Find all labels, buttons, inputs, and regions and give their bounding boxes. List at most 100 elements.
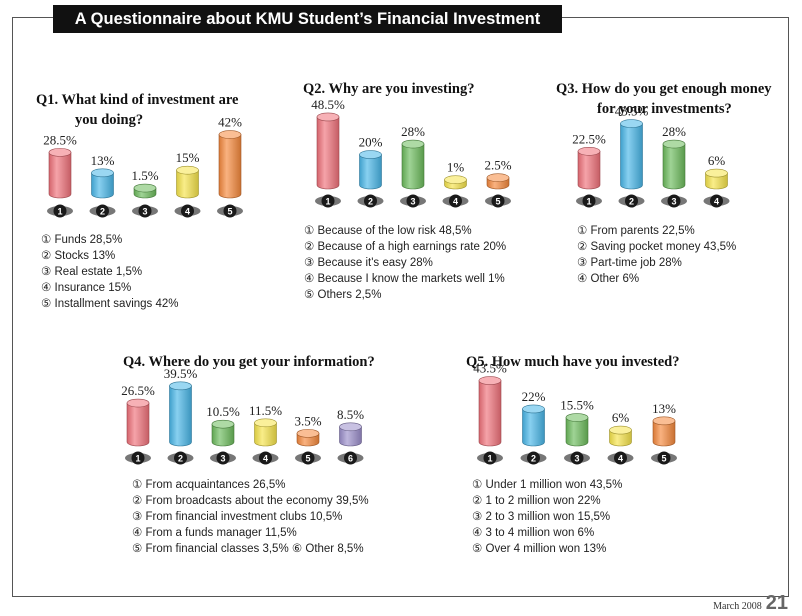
legend-item: ② Saving pocket money 43,5%	[577, 241, 737, 253]
q1-legend: ① Funds 28,5% ② Stocks 13% ③ Real estate…	[41, 232, 179, 312]
category-marker	[406, 194, 420, 208]
category-label: 3	[142, 207, 147, 217]
bar	[444, 175, 467, 190]
category-label: 4	[453, 197, 458, 207]
category-marker	[259, 451, 272, 465]
category-label: 1	[57, 207, 62, 217]
data-label: 2.5%	[484, 158, 511, 173]
bar	[133, 183, 157, 199]
bar	[176, 165, 199, 199]
category-marker	[53, 204, 67, 218]
legend-item: ③ 2 to 3 million won 15,5%	[472, 511, 611, 523]
category-marker	[667, 194, 681, 208]
data-label: 6%	[612, 410, 630, 425]
chart-q2: 48.5% 1 20% 2 28% 3 1% 4 2.5% 5	[311, 97, 512, 208]
legend-item: ④ 3 to 4 million won 6%	[472, 527, 595, 539]
category-label: 4	[618, 454, 623, 464]
q1-title: Q1. What kind of investment are you doin…	[36, 92, 239, 128]
bar	[48, 148, 72, 199]
category-label: 2	[178, 454, 183, 464]
chart-q4: 26.5% 1 39.5% 2 10.5% 3 11.5% 4 3.5% 5 8.5% 6	[121, 366, 364, 465]
bar	[652, 416, 676, 447]
q5-legend: ① Under 1 million won 43,5% ② 1 to 2 mil…	[472, 477, 622, 557]
category-marker	[483, 451, 497, 465]
category-label: 1	[586, 197, 591, 207]
bar	[296, 429, 320, 447]
legend-item: ② 1 to 2 million won 22%	[472, 495, 601, 507]
category-label: 3	[220, 454, 225, 464]
data-label: 28%	[662, 124, 686, 139]
q4-title: Q4. Where do you get your information?	[123, 354, 375, 370]
data-label: 1.5%	[131, 168, 158, 183]
q3-legend: ① From parents 22,5% ② Saving pocket mon…	[577, 223, 736, 287]
bar	[565, 413, 589, 447]
data-label: 15%	[176, 150, 200, 165]
legend-item: ③ From financial investment clubs 10,5%	[132, 511, 343, 523]
bar	[486, 173, 510, 190]
bar	[609, 425, 632, 447]
legend-item: ③ Because it's easy 28%	[304, 257, 433, 269]
data-label: 1%	[447, 160, 465, 175]
bar	[91, 168, 114, 199]
q4-legend: ① From acquaintances 26,5% ② From broadc…	[132, 477, 369, 557]
bar	[126, 398, 150, 447]
data-label: 28.5%	[43, 132, 77, 147]
legend-item: ① From parents 22,5%	[577, 225, 695, 237]
legend-item: ① From acquaintances 26,5%	[132, 479, 286, 491]
data-label: 22%	[522, 389, 546, 404]
data-label: 8.5%	[337, 407, 364, 422]
category-marker	[364, 194, 377, 208]
category-label: 4	[185, 207, 190, 217]
bar	[620, 119, 643, 190]
category-marker	[344, 451, 357, 465]
bar	[662, 139, 686, 190]
data-label: 28%	[401, 124, 425, 139]
category-marker	[614, 451, 627, 465]
chart-q5: 43.5% 1 22% 2 15.5% 3 6% 4 13% 5	[473, 361, 677, 465]
data-label: 39.5%	[164, 366, 198, 381]
legend-item: ④ Because I know the markets well 1%	[304, 273, 505, 285]
data-label: 10.5%	[206, 404, 240, 419]
category-label: 2	[100, 207, 105, 217]
data-label: 22.5%	[572, 131, 606, 146]
bar	[577, 147, 601, 190]
q2-title: Q2. Why are you investing?	[303, 81, 475, 97]
legend-item: ② Stocks 13%	[41, 250, 116, 262]
data-label: 20%	[359, 135, 383, 150]
q2-legend: ① Because of the low risk 48,5% ② Becaus…	[304, 223, 506, 303]
legend-item: ① Because of the low risk 48,5%	[304, 225, 472, 237]
bar	[254, 418, 277, 447]
bar	[211, 419, 235, 447]
data-label: 11.5%	[249, 403, 282, 418]
category-label: 5	[305, 454, 310, 464]
page-number: 21	[765, 592, 788, 614]
category-label: 5	[661, 454, 666, 464]
category-label: 2	[629, 197, 634, 207]
q5-title: Q5. How much have you invested?	[466, 354, 680, 370]
legend-item: ② Because of a high earnings rate 20%	[304, 241, 507, 253]
bar	[359, 150, 382, 190]
data-label: 43.5%	[473, 361, 507, 376]
category-label: 3	[671, 197, 676, 207]
legend-item: ③ Real estate 1,5%	[41, 266, 143, 278]
bar	[478, 376, 502, 447]
category-marker	[625, 194, 638, 208]
category-marker	[174, 451, 187, 465]
category-marker	[138, 204, 152, 218]
category-marker	[131, 451, 145, 465]
category-marker	[491, 194, 505, 208]
legend-item: ④ From a funds manager 11,5%	[132, 527, 297, 539]
category-label: 5	[495, 197, 500, 207]
category-label: 4	[263, 454, 268, 464]
bar	[401, 139, 425, 190]
category-label: 1	[325, 197, 330, 207]
category-label: 3	[410, 197, 415, 207]
category-marker	[181, 204, 194, 218]
legend-item: ② From broadcasts about the economy 39,5…	[132, 495, 369, 507]
page-title: A Questionnaire about KMU Student’s Fina…	[53, 5, 562, 33]
category-marker	[570, 451, 584, 465]
legend-item: ⑤ Others 2,5%	[304, 289, 382, 301]
data-label: 48.5%	[311, 97, 345, 112]
legend-item: ⑤ Installment savings 42%	[41, 298, 179, 310]
